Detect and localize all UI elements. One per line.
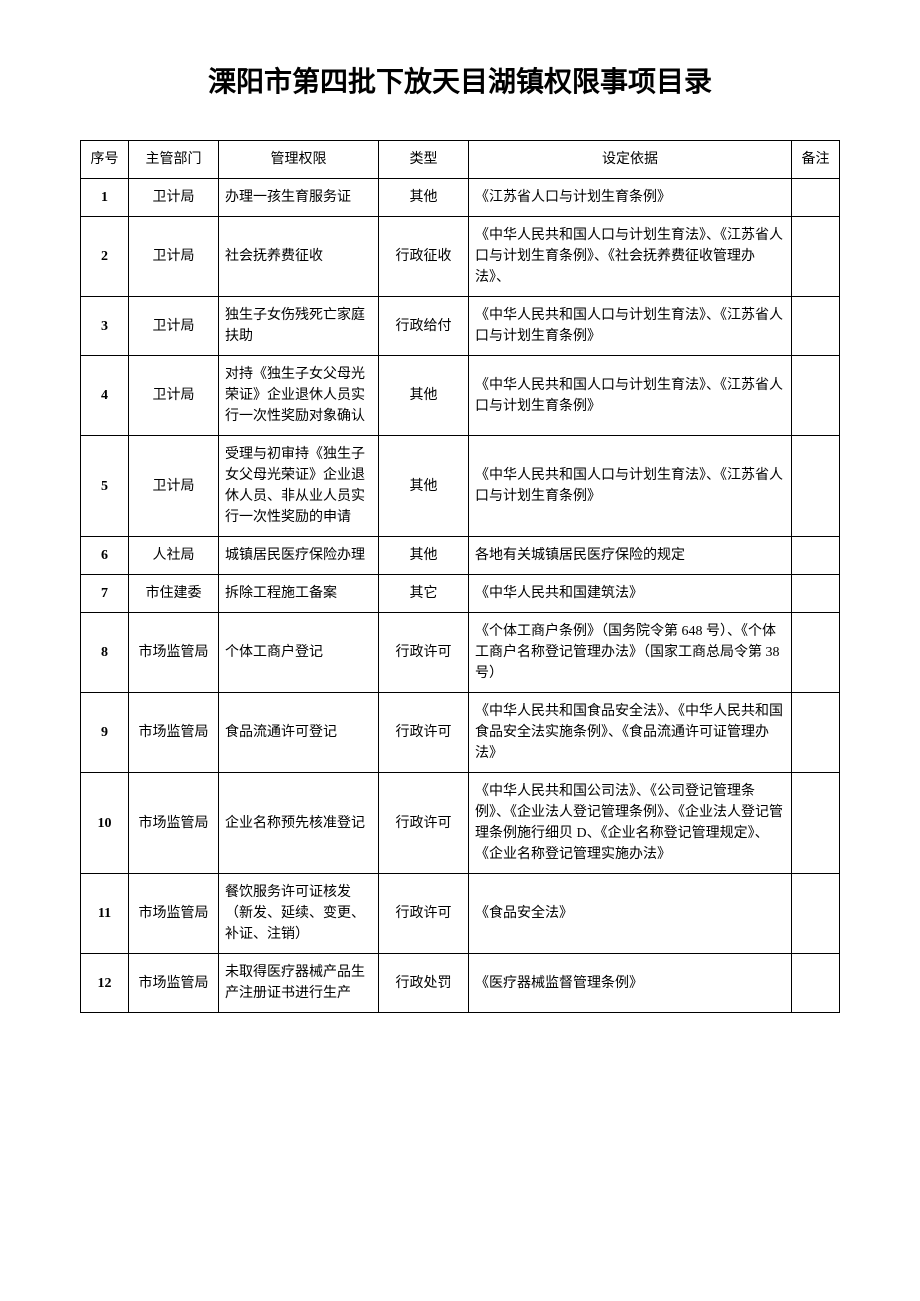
cell-perm: 受理与初审持《独生子女父母光荣证》企业退休人员、非从业人员实行一次性奖励的申请: [219, 436, 379, 537]
table-row: 4卫计局对持《独生子女父母光荣证》企业退休人员实行一次性奖励对象确认其他《中华人…: [81, 356, 840, 436]
cell-type: 行政许可: [379, 874, 469, 954]
cell-type: 行政许可: [379, 693, 469, 773]
cell-dept: 卫计局: [129, 297, 219, 356]
cell-type: 行政处罚: [379, 954, 469, 1013]
cell-perm: 独生子女伤残死亡家庭扶助: [219, 297, 379, 356]
cell-remark: [792, 297, 840, 356]
table-row: 9市场监管局食品流通许可登记行政许可《中华人民共和国食品安全法》、《中华人民共和…: [81, 693, 840, 773]
cell-basis: 《食品安全法》: [469, 874, 792, 954]
cell-type: 行政许可: [379, 613, 469, 693]
cell-perm: 拆除工程施工备案: [219, 575, 379, 613]
table-row: 10市场监管局企业名称预先核准登记行政许可《中华人民共和国公司法》、《公司登记管…: [81, 773, 840, 874]
table-row: 7市住建委拆除工程施工备案其它《中华人民共和国建筑法》: [81, 575, 840, 613]
table-row: 11市场监管局餐饮服务许可证核发（新发、延续、变更、补证、注销）行政许可《食品安…: [81, 874, 840, 954]
cell-type: 其他: [379, 179, 469, 217]
cell-type: 行政给付: [379, 297, 469, 356]
header-perm: 管理权限: [219, 141, 379, 179]
cell-seq: 11: [81, 874, 129, 954]
cell-basis: 《中华人民共和国食品安全法》、《中华人民共和国食品安全法实施条例》、《食品流通许…: [469, 693, 792, 773]
authority-table: 序号 主管部门 管理权限 类型 设定依据 备注 1卫计局办理一孩生育服务证其他《…: [80, 140, 840, 1013]
cell-basis: 《医疗器械监督管理条例》: [469, 954, 792, 1013]
cell-perm: 食品流通许可登记: [219, 693, 379, 773]
cell-perm: 餐饮服务许可证核发（新发、延续、变更、补证、注销）: [219, 874, 379, 954]
cell-remark: [792, 436, 840, 537]
cell-basis: 《个体工商户条例》（国务院令第 648 号）、《个体工商户名称登记管理办法》（国…: [469, 613, 792, 693]
cell-dept: 市场监管局: [129, 874, 219, 954]
table-row: 12市场监管局未取得医疗器械产品生产注册证书进行生产行政处罚《医疗器械监督管理条…: [81, 954, 840, 1013]
cell-dept: 市场监管局: [129, 693, 219, 773]
cell-perm: 办理一孩生育服务证: [219, 179, 379, 217]
cell-dept: 市场监管局: [129, 954, 219, 1013]
cell-seq: 8: [81, 613, 129, 693]
cell-basis: 《中华人民共和国人口与计划生育法》、《江苏省人口与计划生育条例》、《社会抚养费征…: [469, 217, 792, 297]
cell-perm: 企业名称预先核准登记: [219, 773, 379, 874]
cell-perm: 对持《独生子女父母光荣证》企业退休人员实行一次性奖励对象确认: [219, 356, 379, 436]
cell-dept: 市场监管局: [129, 773, 219, 874]
header-remark: 备注: [792, 141, 840, 179]
cell-perm: 未取得医疗器械产品生产注册证书进行生产: [219, 954, 379, 1013]
cell-remark: [792, 954, 840, 1013]
cell-remark: [792, 575, 840, 613]
table-row: 2卫计局社会抚养费征收行政征收《中华人民共和国人口与计划生育法》、《江苏省人口与…: [81, 217, 840, 297]
cell-remark: [792, 179, 840, 217]
cell-remark: [792, 356, 840, 436]
cell-remark: [792, 693, 840, 773]
cell-basis: 《中华人民共和国建筑法》: [469, 575, 792, 613]
cell-perm: 城镇居民医疗保险办理: [219, 537, 379, 575]
cell-dept: 卫计局: [129, 436, 219, 537]
cell-seq: 5: [81, 436, 129, 537]
cell-basis: 《中华人民共和国公司法》、《公司登记管理条例》、《企业法人登记管理条例》、《企业…: [469, 773, 792, 874]
cell-type: 行政征收: [379, 217, 469, 297]
header-seq: 序号: [81, 141, 129, 179]
table-row: 8市场监管局个体工商户登记行政许可《个体工商户条例》（国务院令第 648 号）、…: [81, 613, 840, 693]
cell-dept: 市场监管局: [129, 613, 219, 693]
cell-dept: 卫计局: [129, 217, 219, 297]
cell-seq: 1: [81, 179, 129, 217]
cell-type: 行政许可: [379, 773, 469, 874]
table-row: 1卫计局办理一孩生育服务证其他《江苏省人口与计划生育条例》: [81, 179, 840, 217]
cell-perm: 个体工商户登记: [219, 613, 379, 693]
header-type: 类型: [379, 141, 469, 179]
header-basis: 设定依据: [469, 141, 792, 179]
cell-remark: [792, 217, 840, 297]
cell-dept: 卫计局: [129, 356, 219, 436]
cell-seq: 7: [81, 575, 129, 613]
cell-basis: 《江苏省人口与计划生育条例》: [469, 179, 792, 217]
cell-remark: [792, 773, 840, 874]
cell-seq: 4: [81, 356, 129, 436]
cell-dept: 人社局: [129, 537, 219, 575]
cell-seq: 12: [81, 954, 129, 1013]
cell-type: 其他: [379, 436, 469, 537]
table-row: 5卫计局受理与初审持《独生子女父母光荣证》企业退休人员、非从业人员实行一次性奖励…: [81, 436, 840, 537]
header-dept: 主管部门: [129, 141, 219, 179]
cell-perm: 社会抚养费征收: [219, 217, 379, 297]
cell-type: 其他: [379, 537, 469, 575]
table-header-row: 序号 主管部门 管理权限 类型 设定依据 备注: [81, 141, 840, 179]
cell-remark: [792, 874, 840, 954]
cell-basis: 《中华人民共和国人口与计划生育法》、《江苏省人口与计划生育条例》: [469, 436, 792, 537]
cell-seq: 6: [81, 537, 129, 575]
cell-remark: [792, 613, 840, 693]
cell-remark: [792, 537, 840, 575]
cell-seq: 10: [81, 773, 129, 874]
cell-type: 其他: [379, 356, 469, 436]
cell-basis: 各地有关城镇居民医疗保险的规定: [469, 537, 792, 575]
cell-seq: 2: [81, 217, 129, 297]
cell-dept: 市住建委: [129, 575, 219, 613]
cell-basis: 《中华人民共和国人口与计划生育法》、《江苏省人口与计划生育条例》: [469, 297, 792, 356]
cell-type: 其它: [379, 575, 469, 613]
page-title: 溧阳市第四批下放天目湖镇权限事项目录: [80, 60, 840, 100]
table-row: 6人社局城镇居民医疗保险办理其他各地有关城镇居民医疗保险的规定: [81, 537, 840, 575]
cell-basis: 《中华人民共和国人口与计划生育法》、《江苏省人口与计划生育条例》: [469, 356, 792, 436]
cell-seq: 3: [81, 297, 129, 356]
table-row: 3卫计局独生子女伤残死亡家庭扶助行政给付《中华人民共和国人口与计划生育法》、《江…: [81, 297, 840, 356]
cell-seq: 9: [81, 693, 129, 773]
cell-dept: 卫计局: [129, 179, 219, 217]
